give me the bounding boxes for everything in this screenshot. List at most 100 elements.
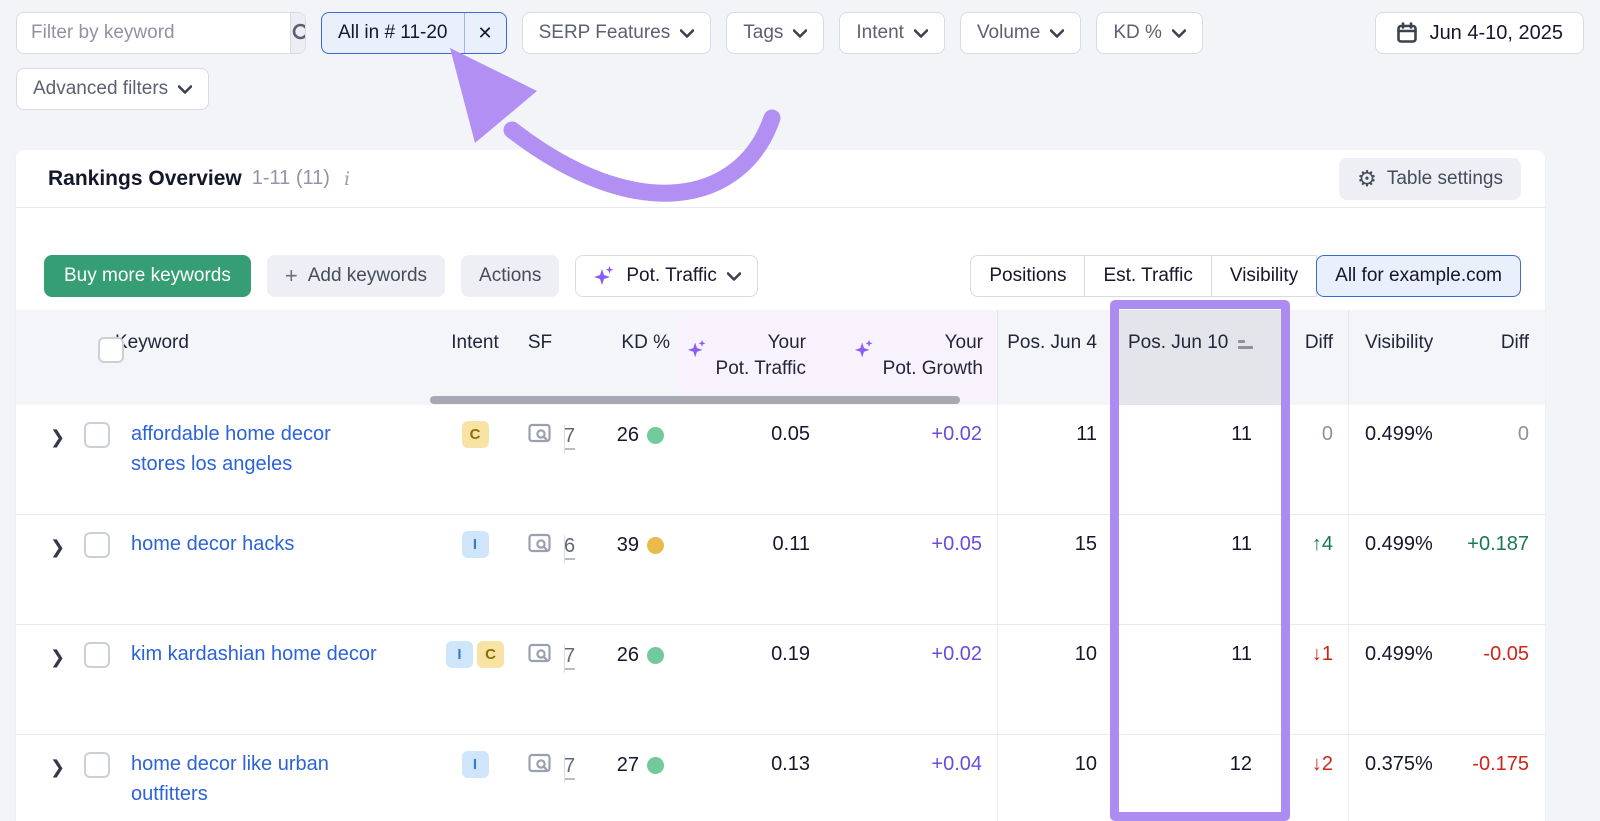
chevron-down-icon [913, 28, 928, 38]
serp-count[interactable]: 7 [564, 425, 576, 450]
gear-icon: ⚙ [1357, 165, 1377, 191]
keyword-filter-group [16, 12, 306, 54]
kd-dot-icon [647, 537, 664, 554]
pot-traffic-value: 0.19 [771, 643, 810, 665]
kd-label: KD % [1113, 22, 1162, 43]
tab-positions[interactable]: Positions [970, 255, 1086, 297]
keyword-link[interactable]: kim kardashian home decor [131, 643, 377, 665]
serp-features-dropdown[interactable]: SERP Features [521, 12, 712, 54]
pos-jun4-value: 10 [997, 735, 1112, 821]
pot-growth-value: +0.02 [931, 423, 982, 445]
kd-value: 27 [616, 754, 639, 776]
visibility-value: 0.499% [1348, 515, 1460, 624]
tab-visibility[interactable]: Visibility [1210, 255, 1318, 297]
date-range-label: Jun 4-10, 2025 [1429, 21, 1563, 44]
row-count: 1-11 (11) [251, 167, 330, 189]
serp-features-icon [527, 643, 551, 663]
chevron-down-icon [680, 28, 695, 38]
pos-jun10-value: 11 [1231, 533, 1252, 555]
table-settings-button[interactable]: ⚙ Table settings [1339, 157, 1521, 200]
row-checkbox[interactable] [84, 752, 110, 778]
pos-jun4-value: 10 [997, 625, 1112, 734]
close-icon[interactable]: ✕ [463, 13, 506, 53]
keyword-link[interactable]: home decor like urban outfitters [131, 753, 329, 805]
col-header-pos-jun10[interactable]: Pos. Jun 10 [1112, 310, 1282, 405]
pos-jun10-value: 12 [1229, 753, 1252, 775]
pos-jun10-value: 11 [1231, 643, 1252, 665]
serp-count[interactable]: 6 [564, 535, 576, 560]
keyword-link[interactable]: home decor hacks [131, 533, 295, 555]
row-checkbox[interactable] [84, 422, 110, 448]
date-range-picker[interactable]: Jun 4-10, 2025 [1374, 12, 1584, 54]
tags-label: Tags [743, 22, 784, 43]
chevron-down-icon [726, 271, 741, 281]
table-row: ❯ kim kardashian home decor I C 7 26 0.1… [16, 625, 1545, 735]
intent-dropdown[interactable]: Intent [839, 12, 945, 54]
keyword-link[interactable]: affordable home decor stores los angeles [131, 423, 331, 475]
table-row: ❯ home decor like urban outfitters I 7 2… [16, 735, 1545, 821]
col-header-kd[interactable]: KD % [621, 332, 670, 353]
col-header-pos-jun4[interactable]: Pos. Jun 4 [997, 310, 1112, 405]
chevron-down-icon [1171, 28, 1186, 38]
pos-diff-value: 0 [1321, 423, 1333, 445]
pos-jun4-value: 15 [997, 515, 1112, 624]
tab-est-traffic[interactable]: Est. Traffic [1084, 255, 1212, 297]
kd-value: 26 [616, 424, 639, 446]
actions-button[interactable]: Actions [461, 255, 560, 297]
advanced-filters-dropdown[interactable]: Advanced filters [16, 68, 210, 110]
pos-diff-value: ↓2 [1311, 753, 1333, 775]
serp-preview-button[interactable] [516, 625, 564, 734]
col-header-pot-growth[interactable]: Your Pot. Growth [820, 310, 997, 405]
col-header-keyword[interactable]: Keyword [16, 310, 434, 405]
select-all-checkbox[interactable] [98, 337, 124, 363]
col-header-intent[interactable]: Intent [451, 332, 499, 353]
serp-preview-button[interactable] [516, 515, 564, 624]
chevron-down-icon [793, 28, 808, 38]
pos-jun10-value: 11 [1231, 423, 1252, 445]
kd-dropdown[interactable]: KD % [1096, 12, 1203, 54]
card-header: Rankings Overview 1-11 (11) i ⚙ Table se… [16, 150, 1545, 208]
pot-traffic-dropdown[interactable]: Pot. Traffic [575, 255, 758, 297]
pos-jun4-value: 11 [997, 405, 1112, 514]
col-header-pot-traffic[interactable]: Your Pot. Traffic [676, 310, 820, 405]
tab-all-for-domain[interactable]: All for example.com [1316, 255, 1521, 297]
calendar-icon [1396, 22, 1417, 43]
row-expander-icon[interactable]: ❯ [50, 757, 66, 777]
chevron-down-icon [1050, 28, 1065, 38]
visibility-value: 0.499% [1348, 625, 1460, 734]
kd-value: 26 [616, 644, 639, 666]
view-tabs: Positions Est. Traffic Visibility All fo… [970, 255, 1521, 297]
sort-icon [1238, 340, 1254, 352]
search-button[interactable] [290, 13, 305, 53]
serp-preview-button[interactable] [516, 405, 564, 514]
pot-traffic-value: 0.13 [771, 753, 810, 775]
row-expander-icon[interactable]: ❯ [50, 537, 66, 557]
serp-preview-button[interactable] [516, 735, 564, 821]
col-header-sf[interactable]: SF [527, 332, 553, 353]
keyword-filter-input[interactable] [17, 13, 290, 53]
col-header-diff2[interactable]: Diff [1500, 332, 1529, 353]
ai-sparkle-icon [854, 339, 873, 358]
position-filter-chip[interactable]: All in # 11-20 ✕ [321, 12, 507, 54]
visibility-diff-value: -0.05 [1483, 643, 1529, 665]
info-icon[interactable]: i [343, 167, 351, 190]
table-header-row: Keyword Intent SF KD % Your Pot. Traffic … [16, 310, 1545, 405]
row-expander-icon[interactable]: ❯ [50, 647, 66, 667]
add-keywords-button[interactable]: + Add keywords [266, 255, 446, 297]
col-header-diff[interactable]: Diff [1304, 332, 1333, 353]
row-checkbox[interactable] [84, 532, 110, 558]
serp-count[interactable]: 7 [564, 755, 576, 780]
volume-dropdown[interactable]: Volume [959, 12, 1082, 54]
col-header-visibility[interactable]: Visibility [1348, 310, 1460, 405]
serp-count[interactable]: 7 [564, 645, 576, 670]
advanced-filters-label: Advanced filters [33, 78, 169, 99]
horizontal-scrollbar[interactable] [430, 396, 960, 404]
pos-diff-value: ↓1 [1311, 643, 1333, 665]
visibility-value: 0.499% [1348, 405, 1460, 514]
intent-badge-informational: I [461, 751, 489, 778]
tags-dropdown[interactable]: Tags [726, 12, 825, 54]
row-checkbox[interactable] [84, 642, 110, 668]
buy-more-keywords-button[interactable]: Buy more keywords [44, 255, 251, 297]
row-expander-icon[interactable]: ❯ [50, 427, 66, 447]
kd-dot-icon [647, 757, 664, 774]
